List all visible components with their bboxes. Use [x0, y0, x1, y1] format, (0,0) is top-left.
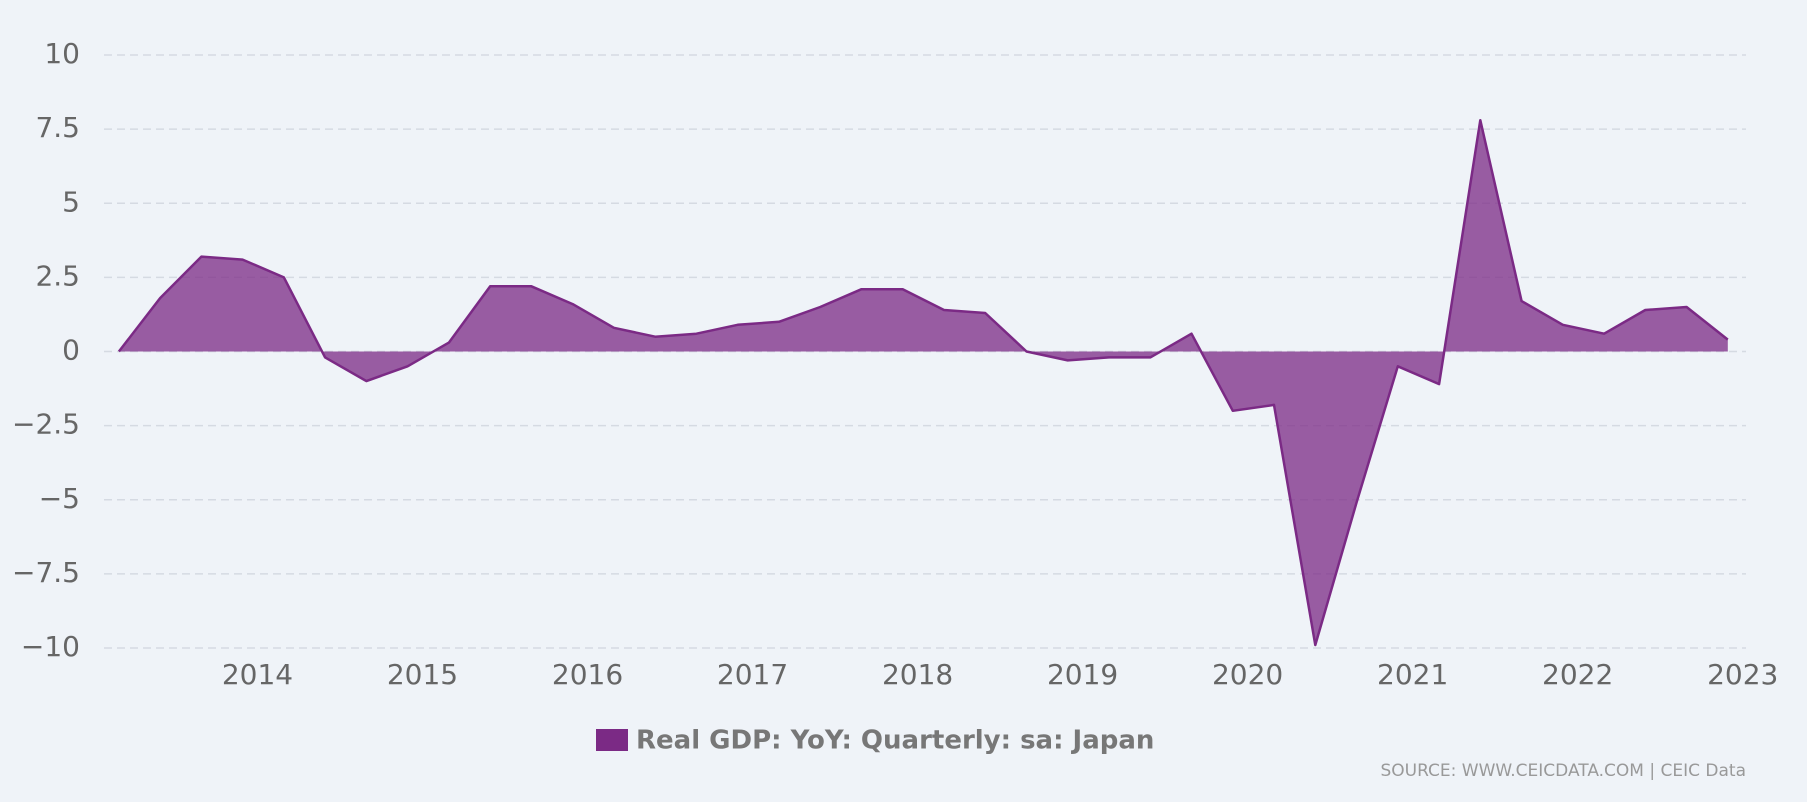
- y-tick-label: 0: [62, 334, 80, 367]
- x-tick-label: 2021: [1377, 658, 1448, 691]
- area-fill: [118, 120, 1728, 645]
- x-tick-label: 2017: [717, 658, 788, 691]
- y-tick-label: 10: [44, 37, 80, 70]
- x-tick-label: 2019: [1047, 658, 1118, 691]
- y-tick-label: 2.5: [35, 259, 80, 292]
- x-tick-label: 2020: [1212, 658, 1283, 691]
- y-tick-label: −10: [21, 630, 80, 663]
- line: [117, 118, 1729, 647]
- legend-label: Real GDP: YoY: Quarterly: sa: Japan: [636, 726, 1154, 756]
- y-tick-label: −2.5: [12, 408, 80, 441]
- legend-swatch: [596, 729, 628, 751]
- x-tick-label: 2015: [387, 658, 458, 691]
- x-tick-label: 2014: [222, 658, 293, 691]
- y-tick-label: −5: [39, 482, 80, 515]
- y-tick-label: 7.5: [35, 111, 80, 144]
- x-tick-label: 2018: [882, 658, 953, 691]
- x-tick-label: 2023: [1707, 658, 1778, 691]
- source-note: SOURCE: WWW.CEICDATA.COM | CEIC Data: [1380, 761, 1746, 781]
- legend: Real GDP: YoY: Quarterly: sa: Japan: [596, 726, 1154, 756]
- y-tick-label: 5: [62, 185, 80, 218]
- y-tick-label: −7.5: [12, 556, 80, 589]
- x-tick-label: 2022: [1542, 658, 1613, 691]
- x-tick-label: 2016: [552, 658, 623, 691]
